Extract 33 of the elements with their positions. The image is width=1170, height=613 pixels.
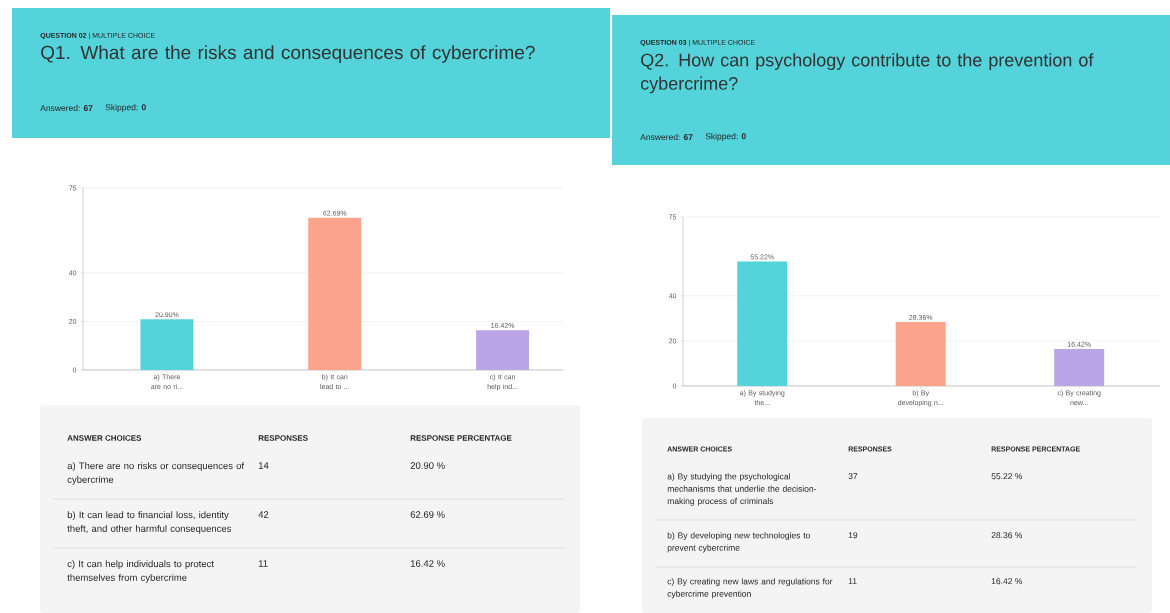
bar <box>308 217 362 370</box>
text: a) By studying the psychological mechanisms that underlie the decision-making process of criminals <box>667 473 817 506</box>
text: 37 <box>848 473 858 480</box>
text: 16.42 % <box>410 560 445 567</box>
text: 20.90 % <box>410 462 445 469</box>
text: 19 <box>848 532 858 539</box>
text: b) By developing new technologies to prevent cybercrime <box>667 532 810 553</box>
bar <box>895 322 946 386</box>
text: c) By creating new laws and regulations for cybercrime prevention <box>667 578 833 599</box>
bar <box>737 261 788 386</box>
text: 11 <box>848 578 857 585</box>
text: ANSWER CHOICES <box>67 435 142 441</box>
text: 55.22 % <box>991 473 1023 480</box>
text: c) It can help individuals to protect themselves from cybercrime <box>67 560 214 583</box>
text: RESPONSE PERCENTAGE <box>410 435 512 441</box>
text: a) There are no risks or consequences of cybercrime <box>67 462 245 485</box>
bar <box>476 330 530 370</box>
text: 62.69 % <box>410 511 445 518</box>
text: Answered: 67 <box>640 133 693 141</box>
text: Skipped: 0 <box>705 133 746 141</box>
text: 11 <box>258 560 268 567</box>
bar <box>1054 348 1105 386</box>
bar <box>140 319 194 370</box>
chart-title: Q2. How can psychology contribute to the prevention of cybercrime? <box>640 53 1094 94</box>
text: b) It can lead to financial loss, identity theft, and other harmful consequences <box>67 511 232 534</box>
text: Skipped: 0 <box>105 104 146 112</box>
chart-title: Q1. What are the risks and consequences of cybercrime? <box>41 45 535 63</box>
text: 42 <box>258 511 269 518</box>
text: 14 <box>258 462 269 469</box>
text: 28.36 % <box>991 532 1023 539</box>
text: Answered: 67 <box>40 104 93 112</box>
text: 16.42 % <box>991 578 1023 585</box>
text: RESPONSES <box>258 435 308 441</box>
